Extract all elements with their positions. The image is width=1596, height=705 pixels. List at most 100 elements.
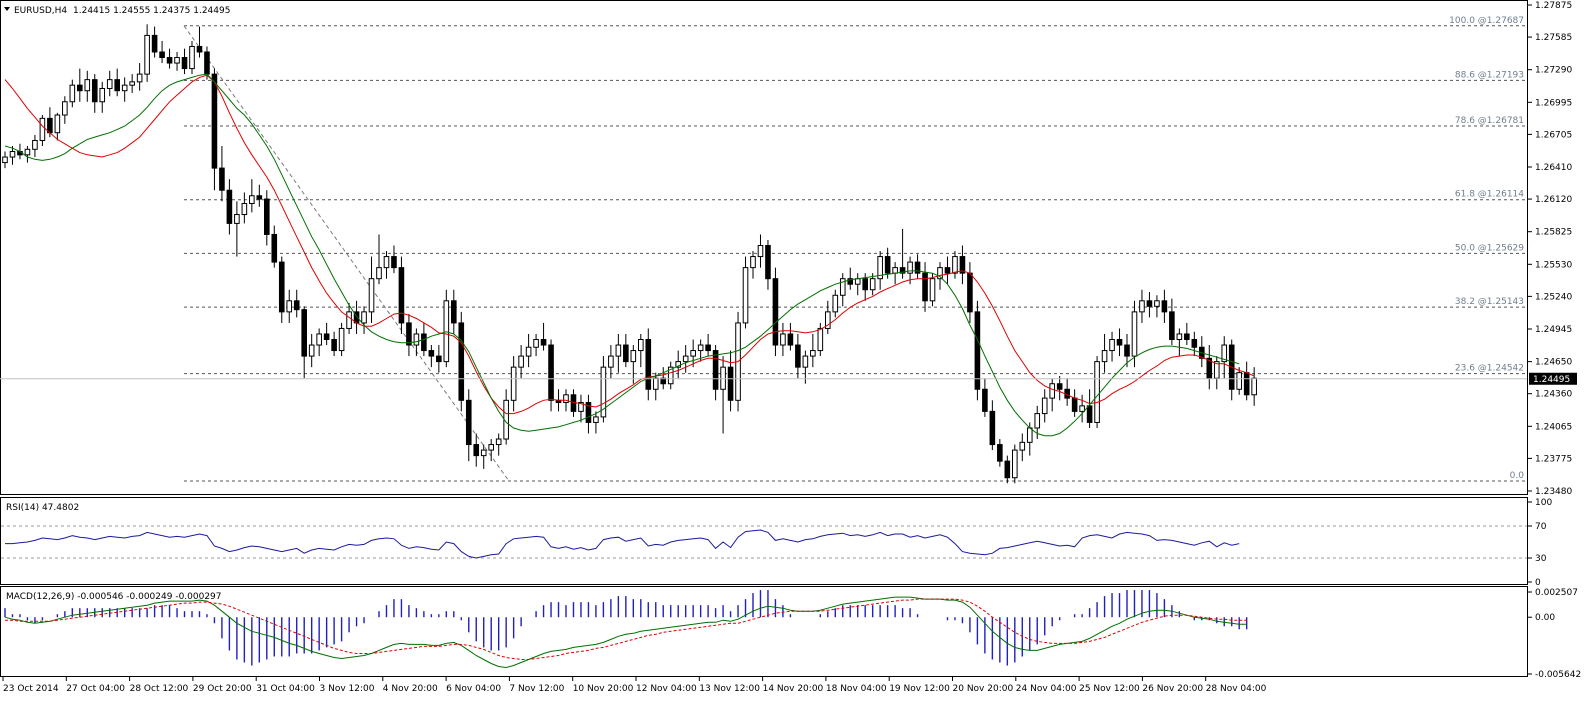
candle-body	[473, 444, 480, 457]
candle-body	[264, 198, 270, 235]
candle-body	[129, 81, 135, 86]
candle-body	[742, 267, 749, 324]
candle-body	[847, 278, 854, 285]
candle-body	[32, 139, 38, 150]
time-tick-label: 23 Oct 2014	[3, 684, 59, 694]
candle-body	[480, 449, 487, 457]
candle-body	[1056, 383, 1063, 390]
candle-body	[24, 148, 31, 156]
candle-body	[817, 327, 824, 352]
price-tick-label: 1.25240	[1535, 292, 1572, 302]
candle-body	[974, 311, 981, 390]
candle-body	[697, 344, 704, 352]
candle-body	[495, 438, 502, 446]
candle-body	[1026, 427, 1033, 443]
rsi-label: RSI(14) 47.4802	[6, 503, 79, 513]
ma-green-line	[4, 73, 1240, 437]
candle-body	[1184, 333, 1190, 341]
candle-body	[99, 87, 106, 103]
price-tick-label: 1.24650	[1535, 358, 1572, 368]
candle-body	[593, 416, 599, 423]
candle-body	[832, 294, 839, 313]
current-price-box	[1529, 372, 1577, 385]
candle-body	[802, 355, 809, 368]
candle-body	[712, 350, 719, 390]
time-tick-label: 29 Oct 20:00	[193, 684, 252, 694]
time-axis: 23 Oct 2014 27 Oct 04:00 28 Oct 12:00 29 Oc…	[2, 677, 1267, 694]
time-tick-label: 10 Nov 20:00	[573, 684, 634, 694]
candle-body	[286, 300, 293, 313]
macd-label: MACD(12,26,9) -0.000546 -0.000249 -0.000…	[6, 592, 222, 602]
candle-body	[1109, 339, 1115, 352]
candle-body	[451, 300, 457, 324]
candle-body	[937, 267, 943, 280]
candle-body	[383, 256, 390, 269]
candle-body	[204, 51, 210, 75]
candle-body	[1049, 383, 1056, 399]
candle-body	[1146, 300, 1153, 307]
price-tick-label: 1.27290	[1535, 66, 1572, 76]
candle-body	[174, 57, 180, 64]
time-tick-label: 24 Nov 04:00	[1016, 684, 1077, 694]
fib-level-label: 88.6 @1.27193	[1455, 70, 1524, 80]
candle-body	[608, 355, 614, 368]
candle-body	[1079, 405, 1085, 412]
candle-body	[121, 84, 128, 92]
candle-body	[136, 73, 143, 83]
candle-body	[278, 261, 285, 313]
candle-body	[578, 402, 584, 412]
time-tick-label: 6 Nov 04:00	[446, 684, 501, 694]
price-tick-label: 1.26410	[1535, 163, 1572, 173]
candle-body	[645, 339, 652, 390]
fibonacci-trendline	[183, 25, 510, 482]
macd-main-line	[4, 596, 1247, 669]
symbol-ohlc: 1.24415 1.24555 1.24375 1.24495	[73, 6, 230, 16]
candle-body	[256, 195, 263, 200]
candle-body	[1101, 350, 1108, 363]
candle-body	[1206, 357, 1213, 379]
price-tick-label: 1.23480	[1535, 487, 1572, 497]
time-tick-label: 3 Nov 12:00	[320, 684, 375, 694]
candle-body	[421, 333, 427, 352]
collapse-triangle-icon[interactable]	[4, 7, 10, 11]
time-tick-label: 4 Nov 20:00	[383, 684, 438, 694]
time-tick-label: 20 Nov 20:00	[953, 684, 1014, 694]
rsi-tick-label: 100	[1535, 498, 1552, 508]
candle-body	[510, 366, 517, 401]
symbol-name: EURUSD,H4	[14, 6, 67, 16]
candle-body	[91, 79, 98, 103]
time-tick-label: 28 Oct 12:00	[130, 684, 189, 694]
candle-body	[189, 45, 195, 70]
rsi-tick-label: 70	[1535, 522, 1547, 532]
candle-body	[660, 377, 667, 385]
candle-body	[1071, 397, 1078, 412]
candle-body	[899, 267, 906, 274]
candle-body	[533, 339, 539, 348]
candle-body	[406, 322, 412, 346]
candle-body	[1154, 300, 1160, 307]
fib-trend-line	[183, 25, 510, 482]
candle-body	[675, 361, 682, 368]
candle-body	[1004, 460, 1011, 479]
price-tick-label: 1.25530	[1535, 260, 1572, 270]
candle-body	[705, 344, 711, 352]
candle-body	[77, 84, 83, 92]
rsi-panel: 100 70 30 0	[1, 498, 1552, 588]
candle-body	[757, 245, 764, 258]
candle-body	[548, 344, 554, 401]
candle-body	[839, 278, 846, 296]
macd-panel: 0.002507 0.00 -0.005642	[4, 588, 1581, 680]
time-tick-label: 27 Oct 04:00	[66, 684, 125, 694]
price-tick-label: 1.27585	[1535, 33, 1572, 43]
candle-body	[106, 79, 113, 89]
candle-body	[1213, 361, 1220, 379]
candle-body	[249, 195, 255, 204]
candle-body	[488, 444, 494, 451]
candle-body	[166, 57, 173, 64]
price-axis: 1.27875 1.27585 1.27290 1.26995 1.26705 1.264…	[1528, 1, 1572, 497]
candle-body	[84, 79, 91, 92]
price-tick-label: 1.26705	[1535, 130, 1572, 140]
candle-body	[780, 333, 786, 346]
candle-body	[765, 245, 771, 280]
